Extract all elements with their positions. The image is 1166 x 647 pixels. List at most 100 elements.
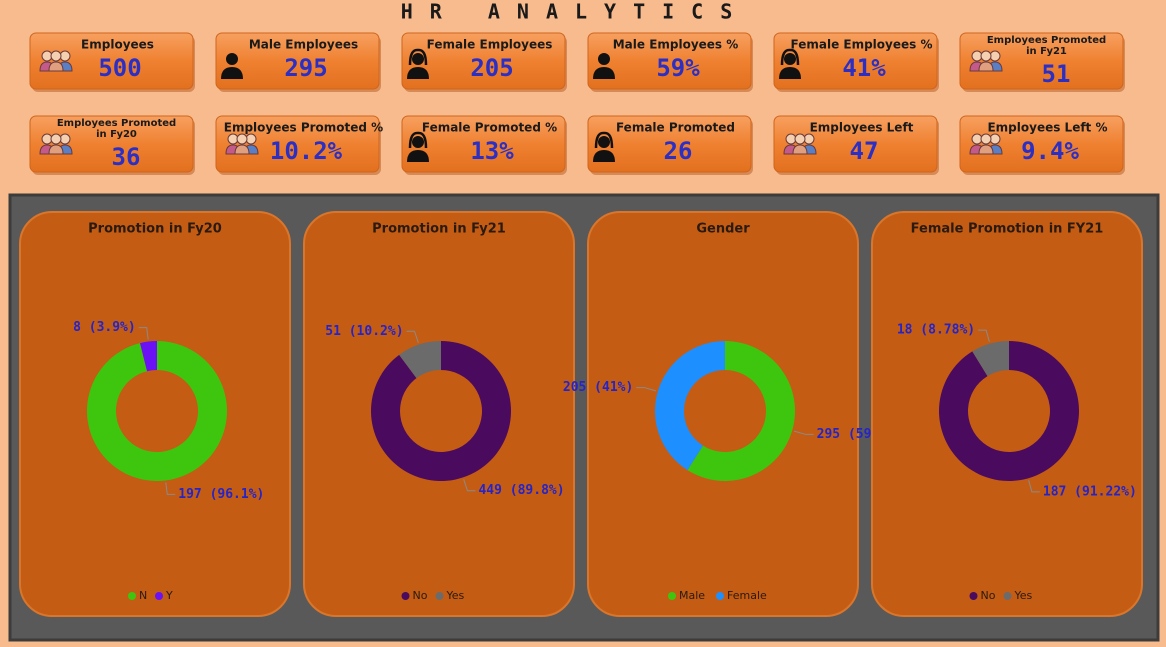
legend-label: Yes <box>1014 589 1033 602</box>
kpi-value: 9.4% <box>1021 137 1079 165</box>
legend-swatch <box>155 592 163 600</box>
icon-head <box>598 53 610 65</box>
icon-body <box>48 61 64 72</box>
chart-title: Promotion in Fy21 <box>372 222 506 237</box>
kpi-label: Employees <box>81 38 154 52</box>
kpi-value: 36 <box>112 143 141 171</box>
icon-hair <box>780 48 800 66</box>
kpi-card <box>29 32 194 90</box>
legend-label: Y <box>165 589 173 602</box>
legend-label: Yes <box>446 589 465 602</box>
leader-line <box>978 329 990 342</box>
icon-head <box>412 53 424 65</box>
kpi-value: 205 <box>470 54 513 82</box>
icon-body <box>978 144 994 155</box>
icon-hair <box>594 131 614 149</box>
icon-head <box>980 133 992 145</box>
icon-head <box>412 136 424 148</box>
legend-label: Female <box>727 589 767 602</box>
kpi-card <box>959 115 1124 173</box>
legend-swatch <box>401 592 410 600</box>
legend-swatch <box>435 592 444 600</box>
kpi-label: Employees Left <box>810 121 914 135</box>
data-label: 205 (41%) <box>563 380 633 395</box>
leader-line <box>165 482 176 495</box>
data-label: 18 (8.78%) <box>897 323 975 338</box>
kpi-value: 295 <box>284 54 327 82</box>
donut-segment <box>972 341 1009 377</box>
kpi-value: 59% <box>656 54 700 82</box>
kpi-label: Female Promoted <box>616 121 735 135</box>
leader-line <box>794 430 814 435</box>
donut-segment <box>655 341 725 471</box>
kpi-card <box>29 115 194 173</box>
kpi-value: 51 <box>1042 60 1071 88</box>
kpi-card <box>587 115 752 173</box>
kpi-value: 47 <box>850 137 879 165</box>
icon-body <box>779 67 801 79</box>
chart-card <box>19 211 291 617</box>
legend-swatch <box>668 592 676 600</box>
chart-card <box>303 211 575 617</box>
icon-head <box>50 133 62 145</box>
chart-title: Promotion in Fy20 <box>88 222 222 237</box>
leader-line <box>636 387 656 392</box>
icon-body <box>593 150 615 162</box>
donut-segment <box>399 341 441 379</box>
icon-body <box>593 67 615 79</box>
leader-line <box>138 327 149 340</box>
data-label: 449 (89.8%) <box>478 483 564 498</box>
icon-head <box>794 133 806 145</box>
kpi-card <box>773 115 938 173</box>
data-label: 197 (96.1%) <box>178 487 264 502</box>
kpi-card <box>773 32 938 90</box>
icon-hair <box>408 48 428 66</box>
icon-head <box>226 53 238 65</box>
icon-head <box>980 50 992 62</box>
chart-card <box>871 211 1143 617</box>
kpi-value: 41% <box>842 54 886 82</box>
kpi-label-box: Employees Promoted in Fy21 <box>987 35 1106 57</box>
kpi-label: Employees Left % <box>987 121 1107 135</box>
page-title: HR ANALYTICS <box>401 0 750 24</box>
kpi-label-box: Employees Promoted in Fy20 <box>56 118 177 140</box>
icon-body <box>221 67 243 79</box>
icon-hair <box>408 131 428 149</box>
kpi-label: Female Employees % <box>791 38 933 52</box>
donut-segment <box>87 341 228 481</box>
icon-head <box>598 136 610 148</box>
kpi-label: Male Employees <box>249 38 358 52</box>
icon-body <box>407 67 429 79</box>
donut-segment <box>371 340 512 481</box>
icon-body <box>407 150 429 162</box>
leader-line <box>406 330 419 343</box>
kpi-label: Employees Promoted in Fy20 <box>56 118 177 140</box>
donut-segment <box>687 341 795 481</box>
kpi-value: 500 <box>98 54 141 82</box>
legend-label: No <box>413 589 428 602</box>
icon-body <box>792 144 808 155</box>
kpi-card <box>401 115 566 173</box>
data-label: 187 (91.22%) <box>1043 484 1137 499</box>
icon-body <box>234 144 250 155</box>
kpi-card <box>401 32 566 90</box>
icon-body <box>978 61 994 72</box>
chart-card <box>587 211 859 617</box>
kpi-card <box>587 32 752 90</box>
legend-label: N <box>139 589 147 602</box>
kpi-value: 26 <box>664 137 693 165</box>
kpi-label: Male Employees % <box>613 38 739 52</box>
data-label: 51 (10.2%) <box>325 324 403 339</box>
kpi-label: Female Employees <box>427 38 553 52</box>
kpi-card <box>959 32 1124 90</box>
chart-title: Female Promotion in FY21 <box>911 222 1104 237</box>
kpi-value: 13% <box>470 137 514 165</box>
icon-body <box>48 144 64 155</box>
leader-line <box>463 479 476 492</box>
icon-head <box>236 133 248 145</box>
legend-swatch <box>969 592 978 600</box>
kpi-label: Employees Promoted % <box>224 121 383 135</box>
icon-head <box>50 50 62 62</box>
data-label: 295 (59%) <box>817 427 887 442</box>
